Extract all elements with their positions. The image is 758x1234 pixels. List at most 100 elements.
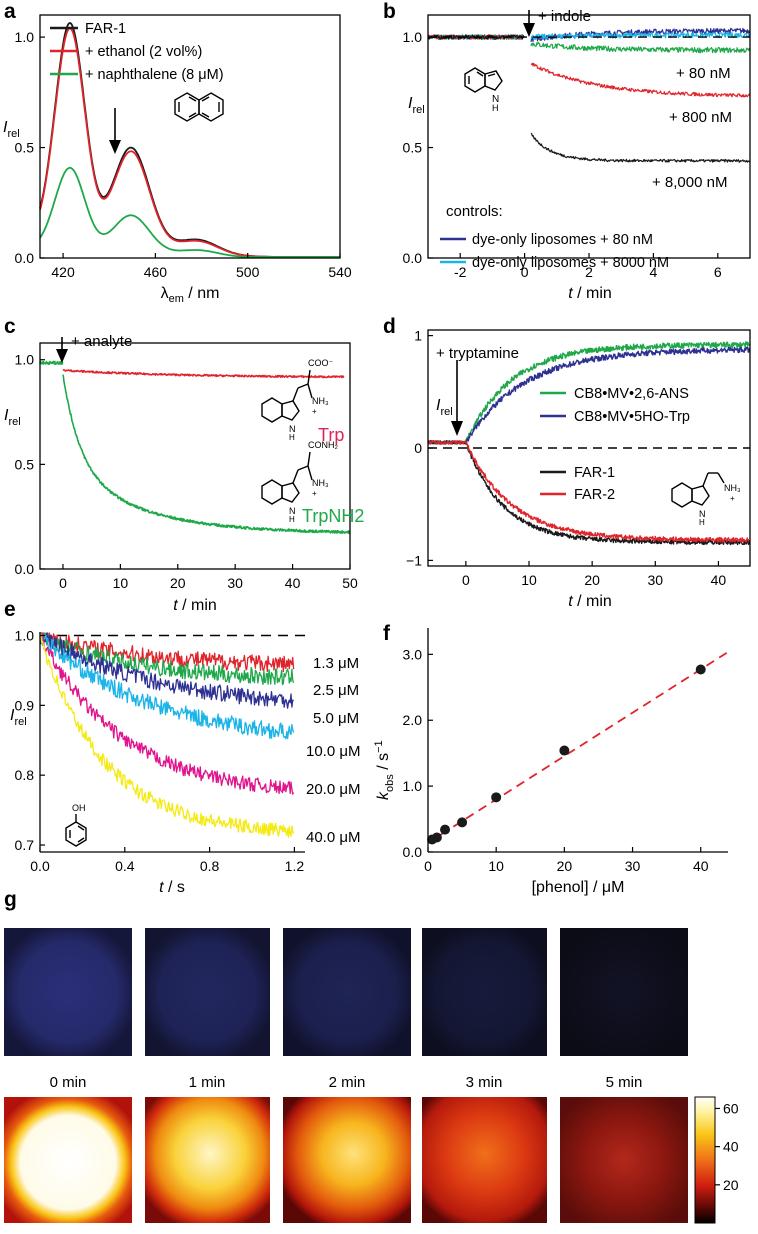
svg-text:N: N: [699, 509, 706, 519]
series-d-3: [427, 440, 751, 546]
xtick-label: 0.8: [200, 858, 220, 874]
panel-a-xlabel: λem / nm: [161, 285, 220, 305]
panel-e-ylabel: Irel: [10, 707, 27, 728]
xtick-label: 0: [462, 572, 470, 588]
naphthalene-structure-icon: [174, 92, 224, 122]
panel-label-a: a: [4, 0, 16, 23]
fluorescence-image-0min: [4, 928, 132, 1056]
fluorescence-image-2min: [283, 928, 411, 1056]
panel-b-ylabel: Irel: [408, 95, 425, 116]
series-b-5: [530, 132, 751, 163]
xtick-label: 20: [584, 572, 600, 588]
svg-text:H: H: [289, 515, 295, 524]
legend-a-label-2: + ethanol (2 vol%): [85, 44, 202, 60]
panel-e-chart: 0.0 0.4 0.8 1.2 0.7 0.8 0.9 1.0 t / s Irel 1.3 …: [10, 627, 361, 896]
xtick-label: 1.2: [285, 858, 305, 874]
series-b-1: [530, 27, 751, 43]
ytick-label: 0.8: [15, 767, 35, 783]
xtick-label: 20: [170, 575, 186, 591]
indole-annotation: + indole: [538, 8, 591, 25]
scatter-point-5: [491, 792, 502, 803]
fluorescence-image-3min: [422, 928, 547, 1056]
panel-label-g: g: [4, 888, 17, 911]
heatmap-image-3min: [422, 1097, 547, 1223]
legend-b-label-1: dye-only liposomes + 80 nM: [472, 232, 653, 248]
series-d-1: [427, 341, 751, 445]
phenol-structure-icon: OH: [65, 803, 87, 847]
svg-text:COO⁻: COO⁻: [308, 358, 334, 368]
legend-b-label-2: dye-only liposomes + 8000 nM: [472, 255, 669, 271]
tryptamine-annotation: + tryptamine: [436, 345, 519, 362]
svg-text:OH: OH: [72, 803, 86, 813]
colorbar-tick-label: 20: [723, 1177, 739, 1193]
ytick-label: 1.0: [403, 778, 423, 794]
xtick-label: 40: [693, 858, 709, 874]
panel-a-frame: [39, 14, 341, 259]
fluorescence-image-5min: [560, 928, 688, 1056]
panel-f-ylabel: kobs / s−1: [373, 740, 396, 800]
svg-text:CONH₂: CONH₂: [308, 440, 338, 450]
xtick-label: 40: [285, 575, 301, 591]
scatter-point-2: [431, 832, 442, 843]
xtick-label: 2: [585, 264, 593, 280]
panel-b-chart: -2 0 2 4 6 0.0 0.5 1.0 t / min Irel + indole + …: [403, 8, 751, 302]
xtick-label: 460: [144, 264, 168, 280]
ytick-label: 0.5: [15, 140, 35, 156]
controls-title: controls:: [446, 203, 503, 220]
ytick-label: 2.0: [403, 712, 423, 728]
series-e-3: [39, 632, 294, 709]
series-d-4: [427, 440, 750, 543]
svg-text:N: N: [492, 94, 499, 105]
analyte-annotation: + analyte: [71, 333, 132, 350]
legend-a-label-1: FAR-1: [85, 21, 126, 37]
svg-text:N: N: [289, 424, 296, 434]
panel-label-f: f: [383, 622, 391, 645]
label-conc-2: 2.5 μM: [313, 682, 359, 699]
panel-a-ylabel: Irel: [3, 119, 20, 140]
time-label-0: 0 min: [50, 1074, 87, 1091]
down-arrow-icon: [56, 337, 68, 363]
xtick-label: -2: [454, 264, 467, 280]
svg-text:+: +: [312, 489, 317, 498]
heatmap-image-2min: [283, 1097, 411, 1223]
svg-text:H: H: [492, 103, 499, 113]
time-label-2: 2 min: [329, 1074, 366, 1091]
panel-c-ylabel: Irel: [4, 407, 21, 428]
scatter-point-6: [559, 745, 570, 756]
down-arrow-icon: [451, 360, 463, 436]
svg-text:H: H: [289, 433, 295, 442]
series-b-3: [530, 41, 751, 54]
xtick-label: 420: [51, 264, 75, 280]
panel-c-xlabel: t / min: [173, 597, 217, 614]
panel-a-chart: 420 460 500 540 0.0 0.5 1.0 λem / nm Irel FAR-…: [3, 14, 352, 305]
scatter-point-7: [695, 664, 706, 675]
series-a-3: [39, 166, 340, 258]
ytick-label: 0: [414, 440, 422, 456]
xtick-label: 6: [714, 264, 722, 280]
panel-f-chart: 0 10 20 30 40 0.0 1.0 2.0 3.0 [phenol] / μM kobs…: [373, 628, 729, 896]
xtick-label: 4: [650, 264, 658, 280]
series-e-1: [39, 632, 295, 673]
xtick-label: 500: [236, 264, 260, 280]
svg-text:+: +: [730, 494, 735, 503]
panel-label-d: d: [383, 315, 396, 338]
ytick-label: 1.0: [403, 29, 423, 45]
ytick-label: 1.0: [15, 29, 35, 45]
svg-text:+: +: [312, 407, 317, 416]
down-arrow-icon: [109, 108, 121, 154]
series-c-trpnh2: [62, 374, 351, 535]
series-e-4: [39, 633, 295, 740]
trp-structure-icon: COO⁻ NH₃ + N H: [261, 358, 334, 442]
fluorescence-image-1min: [145, 928, 270, 1056]
ytick-label: 0.0: [403, 844, 423, 860]
scatter-point-4: [457, 817, 468, 828]
panel-e-xlabel: t / s: [159, 879, 185, 896]
series-c-baseline: [39, 360, 64, 366]
heatmap-image-1min: [145, 1097, 270, 1223]
legend-d-label-4: FAR-2: [574, 487, 615, 503]
scatter-point-3: [440, 824, 451, 835]
time-label-3: 3 min: [466, 1074, 503, 1091]
xtick-label: 20: [557, 858, 573, 874]
heatmap-image-0min: [4, 1097, 132, 1223]
series-d-2: [427, 346, 751, 445]
